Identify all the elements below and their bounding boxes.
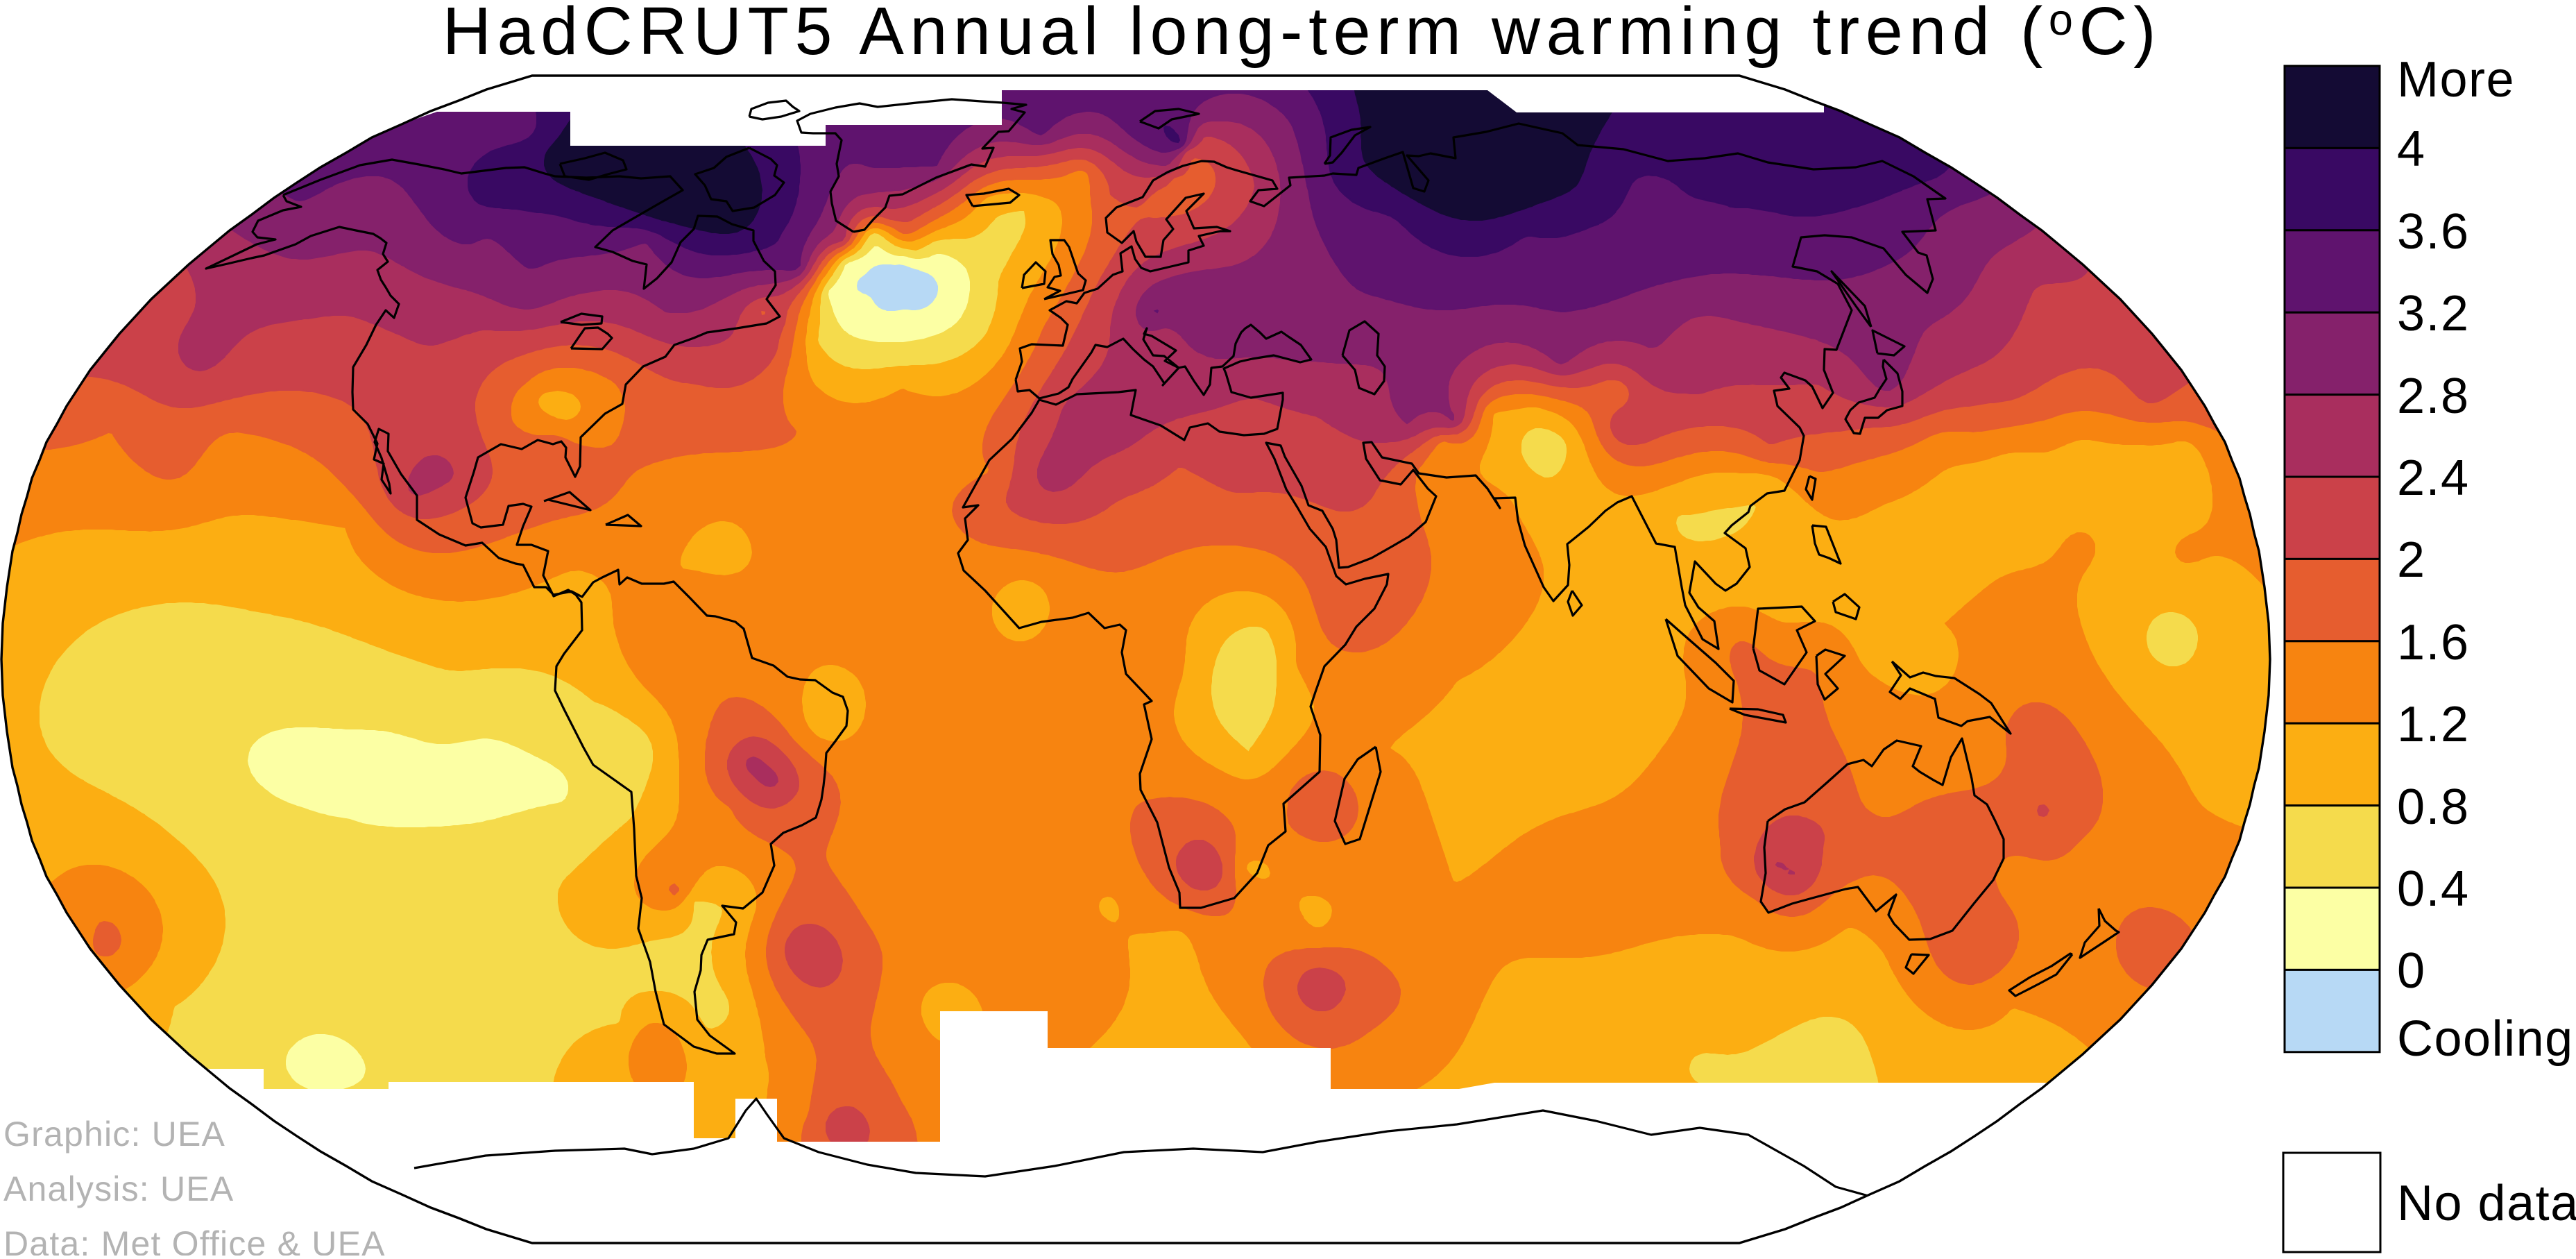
svg-text:0: 0 bbox=[2397, 943, 2426, 999]
svg-text:More: More bbox=[2397, 52, 2515, 108]
svg-text:3.6: 3.6 bbox=[2397, 204, 2470, 260]
svg-text:1.2: 1.2 bbox=[2397, 697, 2470, 752]
svg-text:0.8: 0.8 bbox=[2397, 779, 2470, 835]
svg-text:Data: Met Office & UEA: Data: Met Office & UEA bbox=[3, 1224, 386, 1256]
svg-text:1.6: 1.6 bbox=[2397, 615, 2470, 670]
svg-text:2.4: 2.4 bbox=[2397, 450, 2470, 506]
svg-text:No data: No data bbox=[2397, 1176, 2576, 1231]
svg-text:Cooling: Cooling bbox=[2397, 1011, 2574, 1067]
svg-text:4: 4 bbox=[2397, 121, 2426, 177]
svg-text:HadCRUT5 Annual long-term warm: HadCRUT5 Annual long-term warming trend … bbox=[443, 0, 2162, 69]
svg-text:0.4: 0.4 bbox=[2397, 861, 2470, 917]
svg-text:2.8: 2.8 bbox=[2397, 369, 2470, 424]
svg-text:Analysis: UEA: Analysis: UEA bbox=[3, 1169, 234, 1208]
svg-text:3.2: 3.2 bbox=[2397, 286, 2470, 341]
svg-text:Graphic: UEA: Graphic: UEA bbox=[3, 1115, 225, 1154]
svg-text:2: 2 bbox=[2397, 532, 2426, 588]
